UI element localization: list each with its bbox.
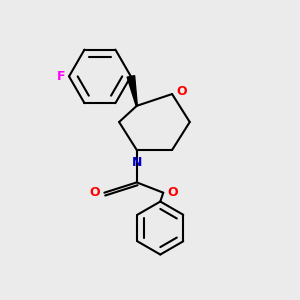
Text: N: N <box>132 157 142 169</box>
Text: F: F <box>57 70 65 83</box>
Text: O: O <box>90 186 100 199</box>
Polygon shape <box>127 76 137 106</box>
Text: O: O <box>176 85 187 98</box>
Text: O: O <box>167 186 178 199</box>
